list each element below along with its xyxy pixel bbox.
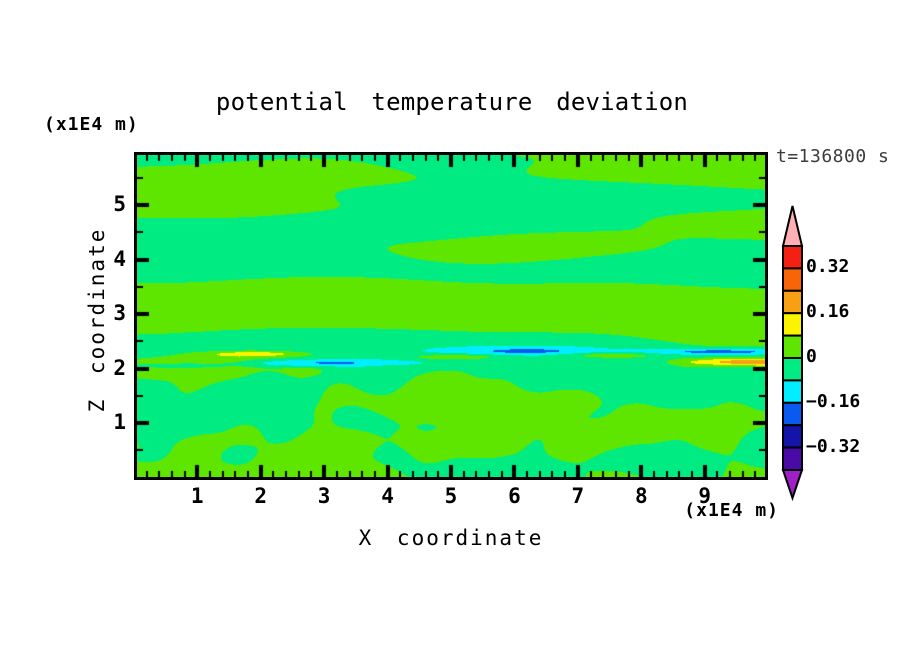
colorbar-segment	[782, 245, 803, 270]
z-axis-unit-label: (x1E4 m)	[44, 114, 139, 135]
colorbar-tick-label: 0.16	[806, 301, 850, 323]
colorbar-segment	[782, 379, 803, 404]
x-tick-label: 1	[190, 484, 204, 508]
colorbar-tick-label: 0	[806, 346, 817, 367]
z-tick-label: 1	[113, 410, 126, 435]
colorbar-under-arrow	[781, 469, 804, 502]
colorbar-tick-label: −0.16	[806, 390, 861, 412]
plot-frame	[134, 152, 768, 480]
x-tick-label: 8	[634, 484, 648, 508]
colorbar-tick-label: 0.32	[806, 256, 850, 278]
colorbar-segment	[782, 267, 803, 292]
x-tick-label: 7	[571, 484, 585, 508]
x-tick-label: 3	[317, 484, 331, 508]
colorbar-over-arrow	[781, 205, 804, 247]
colorbar-segment	[782, 334, 803, 360]
z-tick-label: 2	[113, 355, 126, 380]
z-tick-label: 4	[113, 246, 126, 271]
colorbar-segment	[782, 357, 803, 382]
x-tick-label: 2	[254, 484, 268, 508]
x-tick-label: 6	[508, 484, 521, 508]
x-tick-label: 5	[444, 484, 458, 508]
colorbar-segment	[782, 446, 803, 472]
colorbar-tick-label: −0.32	[806, 435, 861, 457]
contour-field	[137, 155, 765, 477]
colorbar	[781, 205, 804, 502]
colorbar-segment	[782, 424, 803, 449]
colorbar-segment	[782, 312, 803, 337]
x-axis-title: X coordinate	[358, 526, 544, 550]
x-axis-unit-label: (x1E4 m)	[684, 500, 779, 521]
time-annotation: t=136800 s	[776, 146, 890, 167]
colorbar-segment	[782, 401, 803, 427]
x-tick-label: 4	[381, 484, 394, 508]
x-tick-label: 9	[698, 484, 712, 508]
z-tick-label: 5	[113, 192, 126, 217]
colorbar-segment	[782, 289, 803, 315]
chart-title: potential temperature deviation	[215, 88, 689, 116]
z-tick-label: 3	[113, 301, 126, 326]
